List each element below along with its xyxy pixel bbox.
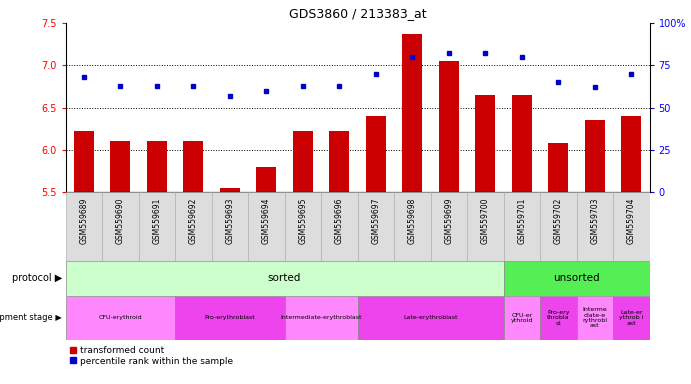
- Text: GSM559704: GSM559704: [627, 197, 636, 244]
- Bar: [394, 192, 430, 261]
- Bar: [621, 116, 641, 192]
- Bar: [330, 131, 350, 192]
- Title: GDS3860 / 213383_at: GDS3860 / 213383_at: [289, 7, 426, 20]
- Text: GSM559700: GSM559700: [481, 197, 490, 244]
- Bar: [248, 192, 285, 261]
- Bar: [256, 167, 276, 192]
- Bar: [439, 61, 459, 192]
- Bar: [74, 131, 94, 192]
- Bar: [512, 95, 532, 192]
- Text: GSM559702: GSM559702: [553, 197, 562, 244]
- Text: sorted: sorted: [268, 273, 301, 283]
- Bar: [139, 192, 175, 261]
- Bar: [183, 141, 203, 192]
- Text: development stage ▶: development stage ▶: [0, 313, 62, 322]
- Bar: [475, 95, 495, 192]
- Bar: [211, 192, 248, 261]
- Text: GSM559689: GSM559689: [79, 197, 88, 244]
- Bar: [467, 192, 504, 261]
- Text: Late-erythroblast: Late-erythroblast: [404, 315, 458, 320]
- Bar: [175, 192, 211, 261]
- Text: Intermediate-erythroblast: Intermediate-erythroblast: [281, 315, 362, 320]
- Bar: [504, 296, 540, 340]
- Bar: [358, 296, 504, 340]
- Text: Pro-ery
throbla
st: Pro-ery throbla st: [547, 310, 569, 326]
- Bar: [321, 192, 358, 261]
- Text: GSM559694: GSM559694: [262, 197, 271, 244]
- Legend: transformed count, percentile rank within the sample: transformed count, percentile rank withi…: [70, 346, 234, 366]
- Text: GSM559697: GSM559697: [371, 197, 380, 244]
- Text: GSM559692: GSM559692: [189, 197, 198, 244]
- Bar: [402, 34, 422, 192]
- Text: protocol ▶: protocol ▶: [12, 273, 62, 283]
- Bar: [147, 141, 167, 192]
- Text: CFU-er
ythroid: CFU-er ythroid: [511, 313, 533, 323]
- Bar: [504, 261, 650, 296]
- Bar: [548, 143, 568, 192]
- Text: GSM559690: GSM559690: [116, 197, 125, 244]
- Bar: [504, 192, 540, 261]
- Bar: [220, 188, 240, 192]
- Text: GSM559699: GSM559699: [444, 197, 453, 244]
- Text: GSM559691: GSM559691: [153, 197, 162, 244]
- Bar: [293, 131, 313, 192]
- Bar: [366, 116, 386, 192]
- Bar: [576, 192, 613, 261]
- Bar: [576, 296, 613, 340]
- Bar: [613, 296, 650, 340]
- Bar: [66, 296, 175, 340]
- Bar: [285, 192, 321, 261]
- Text: GSM559698: GSM559698: [408, 197, 417, 244]
- Bar: [111, 141, 131, 192]
- Bar: [285, 296, 358, 340]
- Bar: [540, 192, 576, 261]
- Bar: [540, 296, 576, 340]
- Bar: [66, 261, 504, 296]
- Bar: [66, 192, 102, 261]
- Text: CFU-erythroid: CFU-erythroid: [99, 315, 142, 320]
- Text: Pro-erythroblast: Pro-erythroblast: [205, 315, 255, 320]
- Text: unsorted: unsorted: [553, 273, 600, 283]
- Bar: [585, 120, 605, 192]
- Text: GSM559696: GSM559696: [335, 197, 344, 244]
- Text: GSM559703: GSM559703: [590, 197, 599, 244]
- Bar: [175, 296, 285, 340]
- Text: GSM559695: GSM559695: [299, 197, 307, 244]
- Text: Late-er
ythrob l
ast: Late-er ythrob l ast: [619, 310, 643, 326]
- Bar: [358, 192, 394, 261]
- Bar: [430, 192, 467, 261]
- Text: GSM559701: GSM559701: [518, 197, 527, 244]
- Text: Interme
diate-e
rythrobl
ast: Interme diate-e rythrobl ast: [583, 307, 607, 328]
- Bar: [102, 192, 139, 261]
- Bar: [613, 192, 650, 261]
- Text: GSM559693: GSM559693: [225, 197, 234, 244]
